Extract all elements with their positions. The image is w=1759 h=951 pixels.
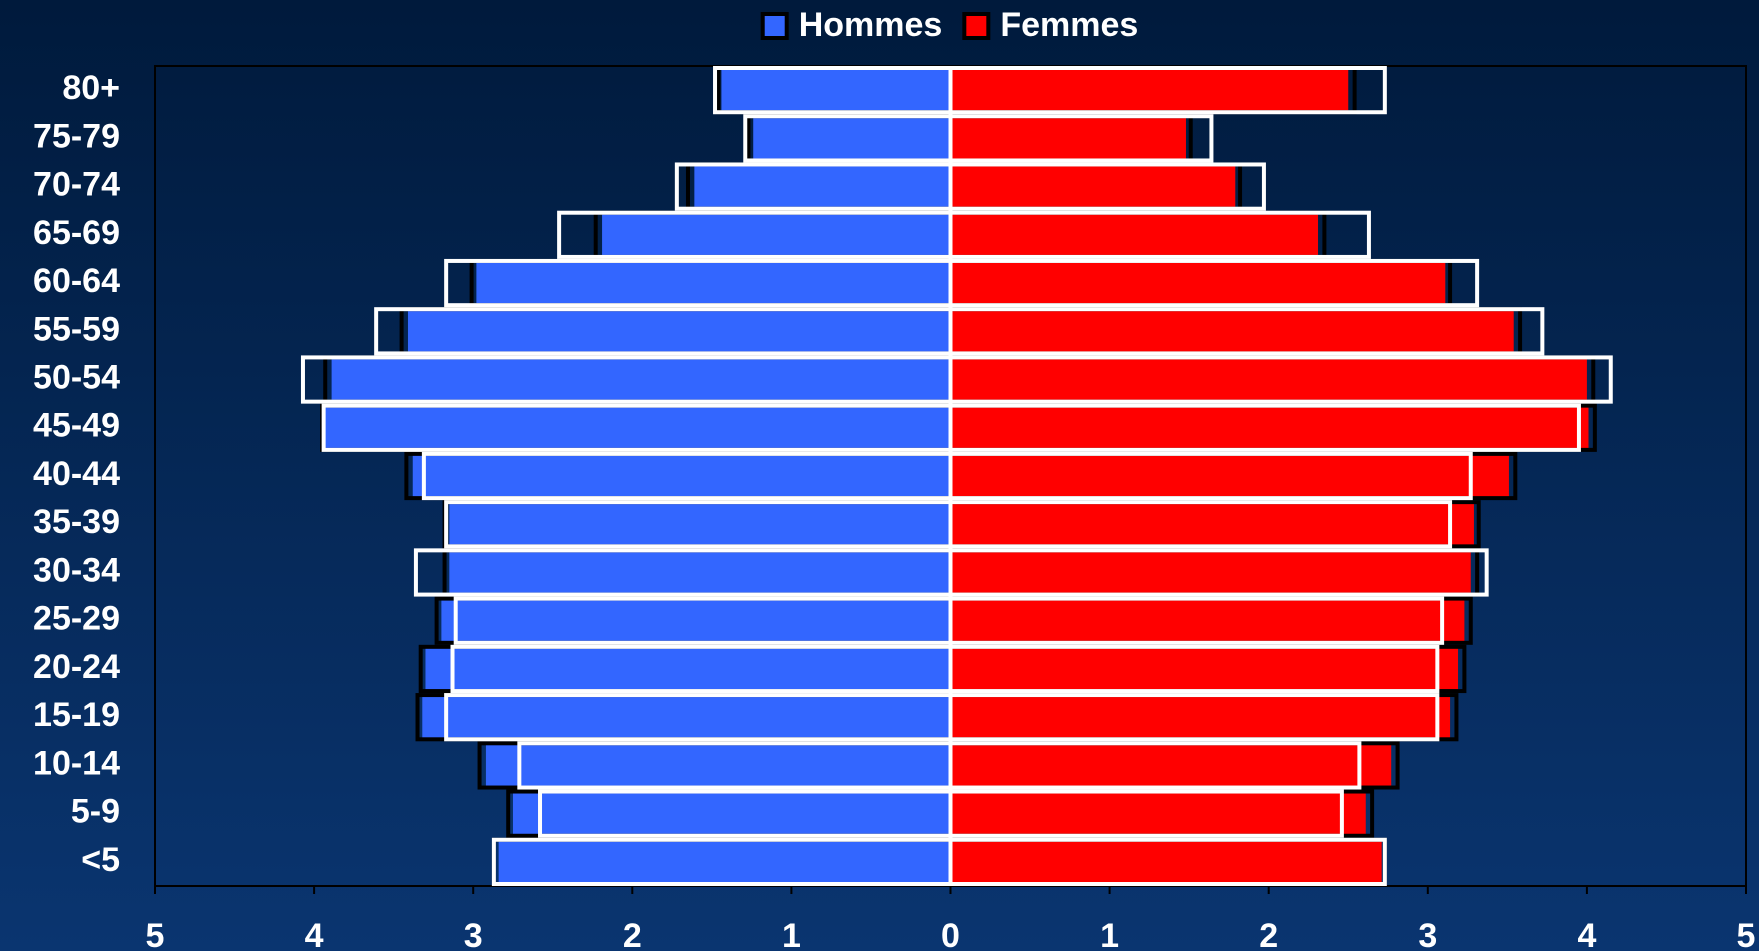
bar (498, 839, 951, 884)
x-tick-label: 3 (1418, 917, 1437, 951)
bar (950, 791, 1366, 836)
x-tick-label: 4 (305, 917, 324, 951)
bar (950, 453, 1509, 499)
legend: Hommes Femmes (760, 6, 1138, 44)
bar (476, 260, 951, 306)
bar (412, 453, 951, 499)
bar (449, 550, 951, 595)
y-tick-label: 20-24 (33, 648, 120, 686)
bar (422, 695, 951, 740)
bar (449, 502, 951, 547)
bar (950, 550, 1471, 595)
y-tick-label: 70-74 (33, 166, 120, 204)
bar (753, 116, 951, 161)
bar (441, 598, 951, 643)
y-tick-label: 55-59 (33, 310, 120, 348)
bar (950, 839, 1382, 884)
y-tick-label: 25-29 (33, 600, 120, 638)
bar (950, 164, 1236, 209)
y-tick-label: 40-44 (33, 455, 120, 493)
y-tick-label: 5-9 (71, 793, 120, 831)
bar (950, 646, 1459, 692)
bar (950, 260, 1446, 306)
bar (950, 502, 1474, 547)
x-tick-label: 1 (1100, 917, 1119, 951)
bar (950, 116, 1186, 161)
bar (950, 405, 1589, 450)
y-tick-label: 10-14 (33, 744, 120, 782)
bar (407, 309, 951, 354)
x-tick-label: 1 (782, 917, 801, 951)
x-tick-label: 3 (464, 917, 483, 951)
bar (950, 743, 1392, 788)
bar (950, 212, 1319, 257)
bar (950, 68, 1349, 113)
bar (602, 212, 951, 257)
y-tick-label: 65-69 (33, 214, 120, 252)
x-tick-label: 2 (623, 917, 642, 951)
legend-label: Hommes (799, 6, 943, 44)
y-tick-label: 50-54 (33, 359, 120, 397)
bar (512, 791, 951, 836)
x-tick-label: 0 (941, 917, 960, 951)
x-tick-label: 5 (1737, 917, 1756, 951)
y-tick-label: 30-34 (33, 551, 120, 589)
y-tick-label: 75-79 (33, 117, 120, 155)
bar (721, 68, 951, 113)
y-tick-label: 35-39 (33, 503, 120, 541)
x-tick-label: 4 (1577, 917, 1596, 951)
x-tick-label: 5 (146, 917, 165, 951)
x-tick-label: 2 (1259, 917, 1278, 951)
bar (950, 695, 1451, 740)
bar (950, 309, 1514, 354)
y-tick-label: 60-64 (33, 262, 120, 300)
bar (425, 646, 951, 692)
y-tick-label: 80+ (62, 69, 120, 107)
bar (950, 357, 1587, 402)
legend-swatch (760, 12, 789, 40)
y-tick-label: <5 (81, 841, 120, 879)
bar (950, 598, 1465, 643)
legend-label: Femmes (1000, 6, 1138, 44)
bar (694, 164, 951, 209)
legend-swatch (962, 12, 991, 40)
y-tick-label: 45-49 (33, 407, 120, 445)
bar (325, 405, 951, 450)
bar (331, 357, 951, 402)
y-tick-label: 15-19 (33, 696, 120, 734)
bar (485, 743, 951, 788)
